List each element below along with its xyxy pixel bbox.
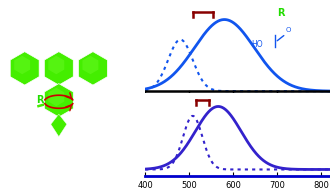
Polygon shape: [51, 114, 67, 137]
Text: R: R: [36, 95, 44, 105]
Text: HO: HO: [251, 40, 262, 49]
Text: R: R: [277, 8, 285, 18]
Text: O: O: [286, 27, 291, 33]
